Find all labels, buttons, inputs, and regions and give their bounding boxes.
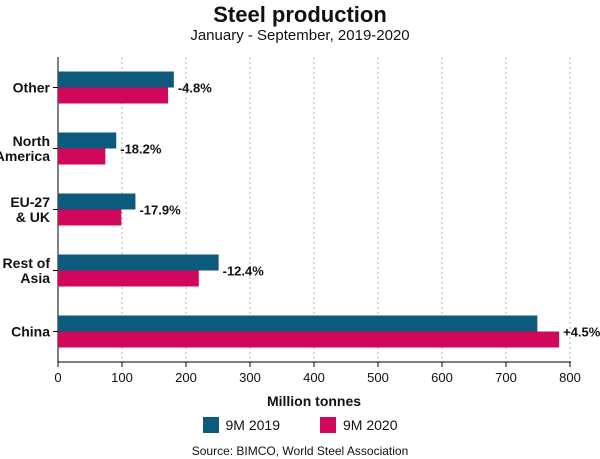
x-tick-label: 700 bbox=[495, 370, 517, 385]
bar-9m-2019 bbox=[58, 315, 538, 332]
category-label: China bbox=[11, 324, 50, 340]
bar-9m-2020 bbox=[58, 148, 106, 165]
chart-subtitle: January - September, 2019-2020 bbox=[190, 27, 410, 44]
bar-9m-2020 bbox=[58, 209, 122, 226]
x-tick-label: 200 bbox=[175, 370, 197, 385]
x-tick-label: 800 bbox=[559, 370, 581, 385]
x-tick-label: 100 bbox=[111, 370, 133, 385]
legend-swatch-2019 bbox=[202, 417, 219, 433]
legend-label-2020: 9M 2020 bbox=[343, 417, 398, 433]
category-label: Other bbox=[13, 80, 51, 96]
legend: 9M 2019 9M 2020 bbox=[0, 417, 600, 433]
change-annotation: -12.4% bbox=[223, 264, 265, 279]
legend-item-2019: 9M 2019 bbox=[202, 417, 280, 433]
bar-9m-2019 bbox=[58, 254, 219, 271]
x-tick-label: 0 bbox=[54, 370, 61, 385]
change-annotation: -4.8% bbox=[178, 81, 212, 96]
bar-9m-2020 bbox=[58, 331, 560, 348]
bar-9m-2019 bbox=[58, 132, 117, 149]
legend-label-2019: 9M 2019 bbox=[225, 417, 280, 433]
change-annotation: -17.9% bbox=[139, 203, 181, 218]
bar-9m-2019 bbox=[58, 193, 136, 210]
bar-chart: 0 100 200 300 400 500 600 700 800 Million tonnes O… bbox=[0, 57, 600, 409]
bar-9m-2019 bbox=[58, 71, 174, 88]
change-annotation: -18.2% bbox=[120, 142, 162, 157]
legend-item-2020: 9M 2020 bbox=[320, 417, 397, 433]
change-annotation: +4.5% bbox=[563, 325, 600, 340]
bar-9m-2020 bbox=[58, 270, 199, 287]
x-tick-label: 400 bbox=[303, 370, 325, 385]
category-label: North America bbox=[0, 133, 50, 164]
category-label: Rest of Asia bbox=[3, 255, 51, 286]
legend-swatch-2020 bbox=[320, 417, 336, 433]
bar-9m-2020 bbox=[58, 87, 169, 104]
x-axis-label: Million tonnes bbox=[267, 393, 361, 409]
x-tick-label: 300 bbox=[239, 370, 261, 385]
chart-title: Steel production bbox=[213, 2, 387, 27]
source-note: Source: BIMCO, World Steel Association bbox=[191, 444, 409, 458]
x-tick-label: 500 bbox=[367, 370, 389, 385]
category-label: EU-27 & UK bbox=[10, 194, 50, 225]
x-tick-label: 600 bbox=[431, 370, 453, 385]
